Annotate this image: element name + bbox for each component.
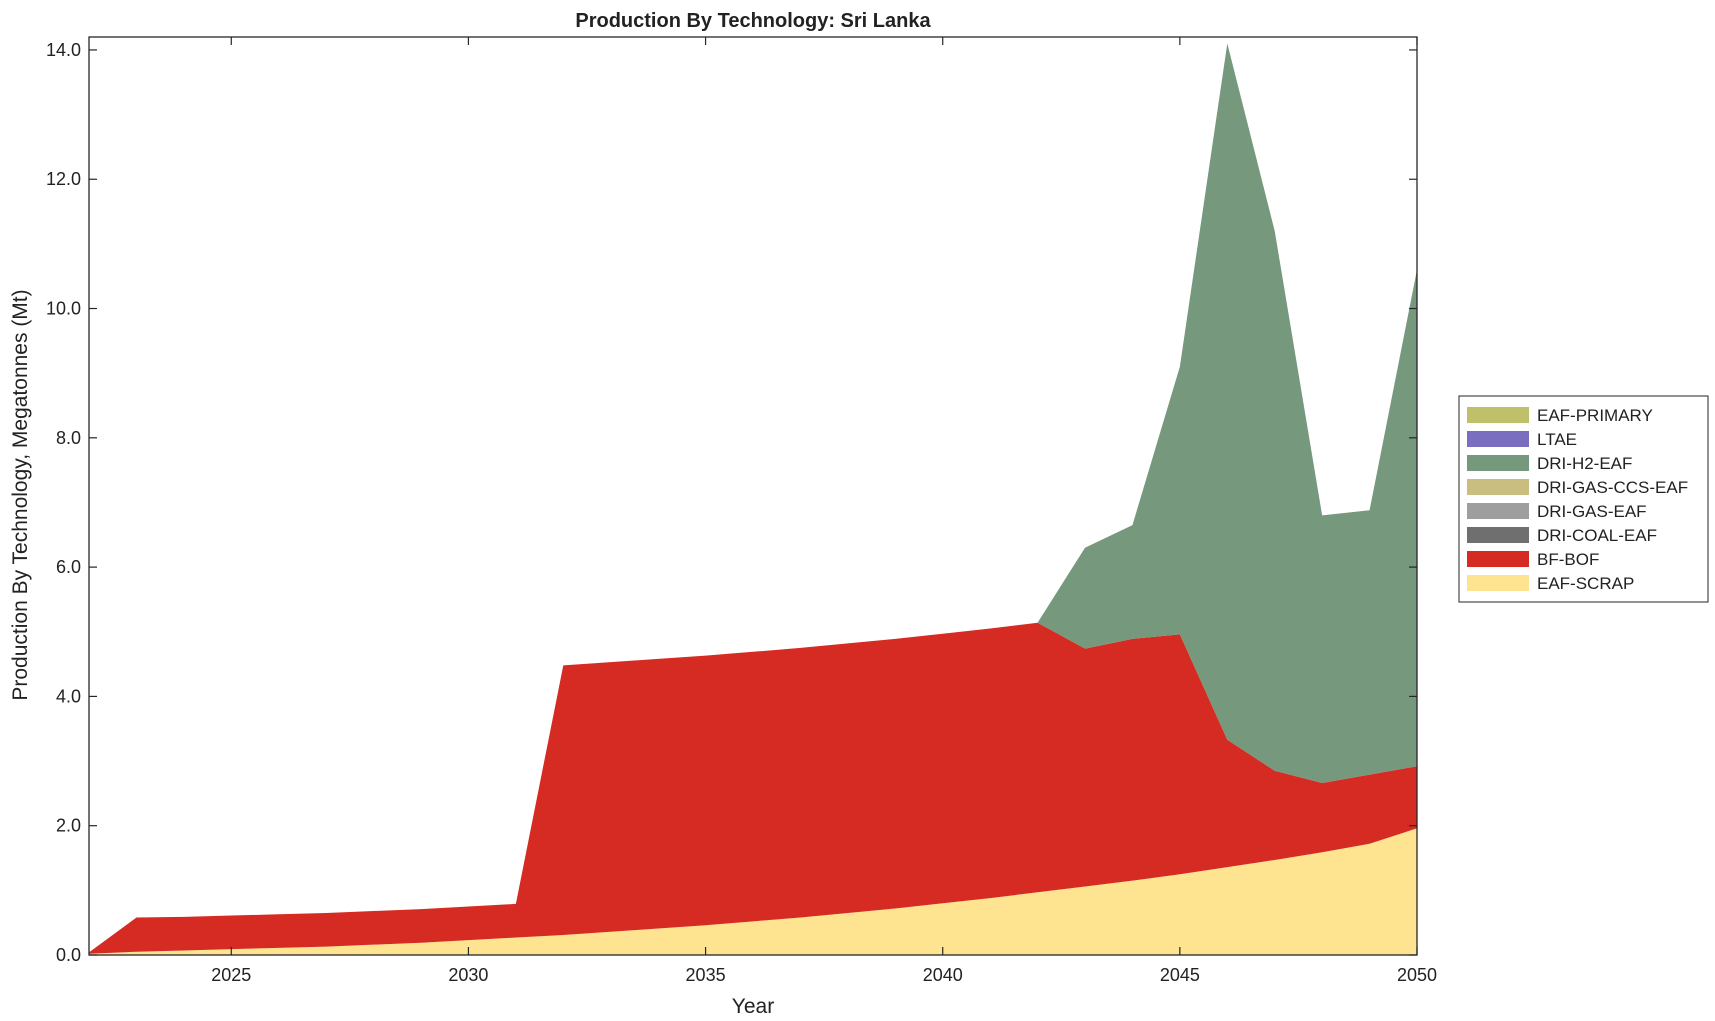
x-tick-label: 2030 (448, 965, 488, 985)
legend-label-dri-h2-eaf: DRI-H2-EAF (1537, 454, 1632, 473)
chart-title: Production By Technology: Sri Lanka (575, 10, 931, 32)
plot-frame (88, 36, 1418, 956)
y-axis: 0.0 2.0 4.0 6.0 8.0 10.0 12.0 14.0 (46, 40, 1417, 965)
y-tick-label: 12.0 (46, 169, 81, 189)
y-tick-label: 14.0 (46, 40, 81, 60)
legend-label-ltae: LTAE (1537, 430, 1577, 449)
y-tick-label: 10.0 (46, 299, 81, 319)
y-tick-label: 8.0 (56, 428, 81, 448)
legend-swatch-dri-gas-ccs-eaf (1467, 479, 1529, 495)
area-dri-h2-eaf (89, 43, 1417, 953)
y-tick-label: 2.0 (56, 816, 81, 836)
y-tick-label: 6.0 (56, 557, 81, 577)
y-axis-label: Production By Technology, Megatonnes (Mt… (9, 289, 32, 700)
y-tick-label: 0.0 (56, 945, 81, 965)
area-eaf-scrap (89, 828, 1417, 955)
x-tick-label: 2050 (1397, 965, 1437, 985)
legend-swatch-dri-coal-eaf (1467, 527, 1529, 543)
x-tick-label: 2035 (686, 965, 726, 985)
legend-label-eaf-primary: EAF-PRIMARY (1537, 406, 1653, 425)
legend-swatch-dri-gas-eaf (1467, 503, 1529, 519)
area-bf-bof (89, 622, 1417, 954)
legend-label-eaf-scrap: EAF-SCRAP (1537, 574, 1634, 593)
legend-label-dri-gas-ccs-eaf: DRI-GAS-CCS-EAF (1537, 478, 1688, 497)
y-tick-label: 4.0 (56, 686, 81, 706)
x-tick-label: 2045 (1160, 965, 1200, 985)
x-axis-label: Year (732, 995, 774, 1018)
x-tick-label: 2025 (211, 965, 251, 985)
legend-box (1458, 395, 1709, 603)
legend-label-dri-coal-eaf: DRI-COAL-EAF (1537, 526, 1657, 545)
legend-swatch-ltae (1467, 431, 1529, 447)
legend-swatch-eaf-primary (1467, 407, 1529, 423)
legend-label-dri-gas-eaf: DRI-GAS-EAF (1537, 502, 1647, 521)
x-axis: 2025 2030 2035 2040 2045 2050 (211, 37, 1437, 985)
legend-swatch-eaf-scrap (1467, 575, 1529, 591)
x-tick-label: 2040 (923, 965, 963, 985)
legend-label-bf-bof: BF-BOF (1537, 550, 1599, 569)
legend: EAF-PRIMARY LTAE DRI-H2-EAF DRI-GAS-CCS-EAF… (1458, 395, 1709, 603)
legend-swatch-dri-h2-eaf (1467, 455, 1529, 471)
legend-swatch-bf-bof (1467, 551, 1529, 567)
area-series-group (89, 43, 1417, 955)
